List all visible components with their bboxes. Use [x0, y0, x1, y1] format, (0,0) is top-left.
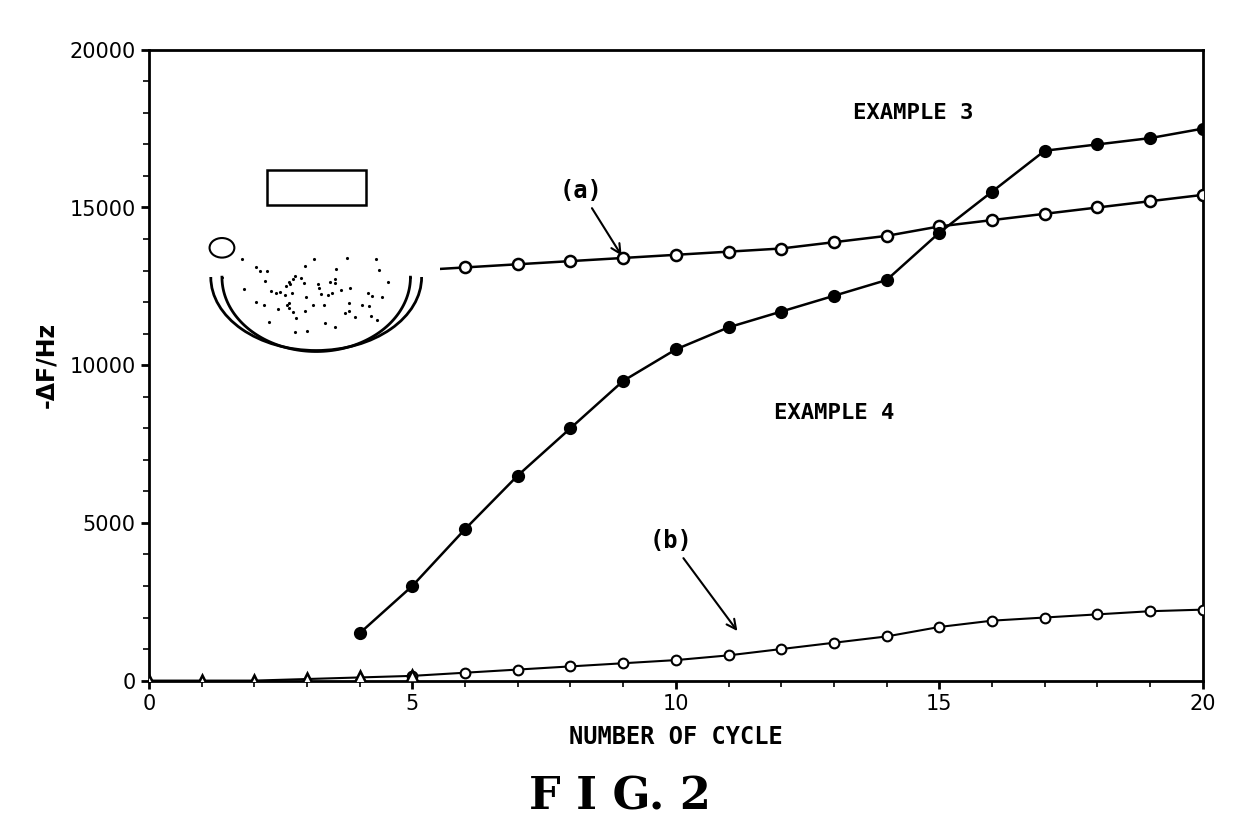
- Bar: [192, 81, 440, 277]
- Circle shape: [210, 238, 234, 257]
- Text: (a): (a): [560, 179, 620, 254]
- Y-axis label: -ΔF/Hz: -ΔF/Hz: [35, 322, 58, 408]
- X-axis label: NUMBER OF CYCLE: NUMBER OF CYCLE: [569, 725, 782, 749]
- Bar: [267, 172, 366, 199]
- Ellipse shape: [211, 204, 422, 350]
- Bar: [222, 189, 410, 296]
- Text: EXAMPLE 3: EXAMPLE 3: [853, 103, 973, 123]
- Text: F I G. 2: F I G. 2: [529, 775, 711, 818]
- Text: EXAMPLE 4: EXAMPLE 4: [774, 403, 894, 422]
- Bar: [242, 158, 391, 173]
- Bar: [267, 169, 366, 205]
- Text: (b): (b): [650, 530, 737, 629]
